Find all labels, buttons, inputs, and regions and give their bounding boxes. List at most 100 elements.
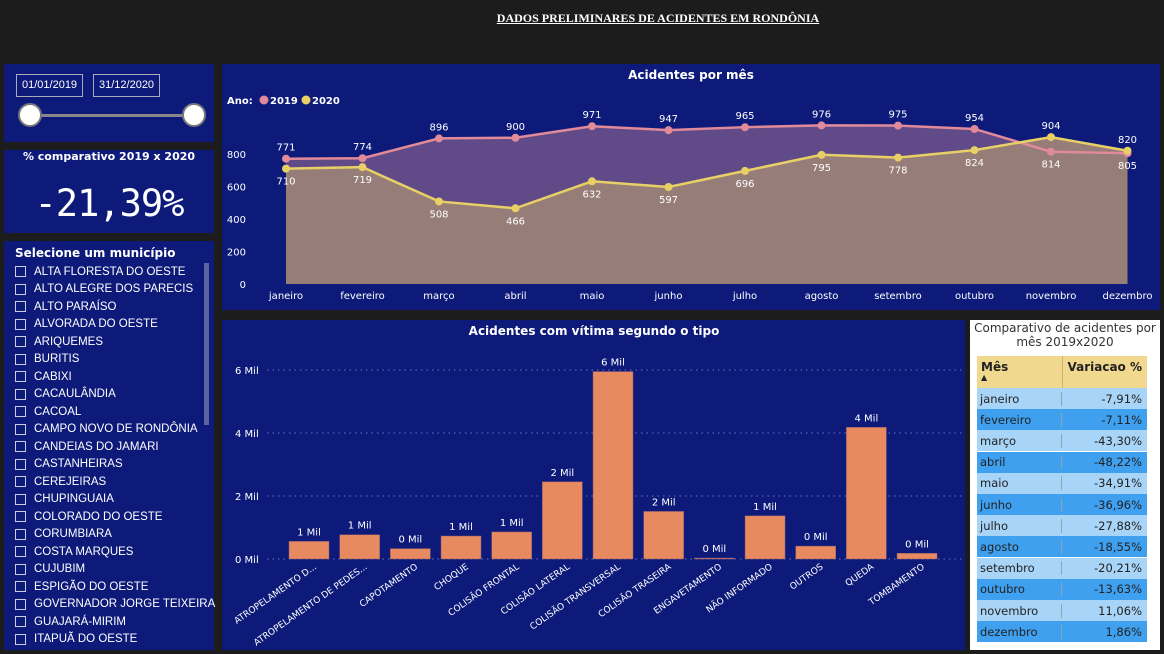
- data-label-2019: 971: [582, 110, 601, 121]
- cell-month: agosto: [977, 539, 1062, 554]
- data-point-2019: [588, 122, 596, 131]
- data-point-2019: [664, 126, 673, 135]
- municipio-option[interactable]: CHUPINGUAIA: [15, 491, 114, 508]
- bar-label: 2 Mil: [652, 497, 676, 508]
- municipio-option[interactable]: GOVERNADOR JORGE TEIXEIRA: [15, 596, 215, 613]
- table-header: Mês ▲ Variacao %: [977, 356, 1147, 388]
- checkbox[interactable]: [15, 493, 26, 505]
- checkbox[interactable]: [15, 353, 26, 365]
- municipio-option[interactable]: ALTA FLORESTA DO OESTE: [15, 263, 185, 280]
- municipio-option[interactable]: CAMPO NOVO DE RONDÔNIA: [15, 421, 198, 438]
- municipio-label: CORUMBIARA: [34, 528, 112, 540]
- bar-label: 1 Mil: [348, 521, 372, 532]
- checkbox[interactable]: [15, 423, 26, 435]
- data-label-2020: 597: [659, 195, 678, 206]
- data-label-2020: 696: [735, 179, 754, 190]
- x-tick-label: COLISÃO TRANSVERSAL: [528, 561, 623, 632]
- data-point-2020: [664, 182, 673, 191]
- checkbox[interactable]: [15, 301, 26, 312]
- table-row: dezembro 1,86%: [977, 621, 1147, 643]
- municipio-option[interactable]: ALVORADA DO OESTE: [15, 316, 158, 333]
- municipio-option[interactable]: CASTANHEIRAS: [15, 456, 123, 473]
- cell-variation: -34,91%: [1094, 476, 1142, 491]
- slider-end-handle[interactable]: [182, 103, 206, 127]
- y-tick-label: 800: [227, 150, 246, 161]
- municipio-label: CUJUBIM: [34, 563, 86, 575]
- slider-start-handle[interactable]: [18, 103, 42, 127]
- x-tick-label: CHOQUE: [433, 562, 471, 593]
- end-date-input[interactable]: 31/12/2020: [93, 74, 161, 97]
- municipio-option[interactable]: CUJUBIM: [15, 561, 85, 578]
- table-row: maio -34,91%: [977, 472, 1147, 494]
- bar: [744, 515, 786, 560]
- municipio-option[interactable]: CACOAL: [15, 403, 81, 420]
- start-date-input[interactable]: 01/01/2019: [16, 74, 84, 97]
- header-month[interactable]: Mês: [981, 360, 1009, 374]
- bar: [288, 541, 330, 560]
- data-point-2019: [817, 121, 826, 130]
- municipio-label: ARIQUEMES: [34, 335, 104, 348]
- checkbox[interactable]: [15, 511, 26, 522]
- cell-month: fevereiro: [977, 412, 1062, 427]
- checkbox[interactable]: [15, 581, 26, 592]
- data-point-2020: [358, 163, 367, 172]
- data-point-2020: [894, 153, 902, 162]
- municipio-label: ALTO ALEGRE DOS PARECIS: [34, 283, 194, 295]
- municipio-option[interactable]: COSTA MARQUES: [15, 543, 133, 560]
- municipio-option[interactable]: CACAULÂNDIA: [15, 386, 116, 403]
- municipio-option[interactable]: CABIXI: [15, 368, 72, 385]
- checkbox[interactable]: [15, 458, 26, 470]
- municipio-option[interactable]: ESPIGÃO DO OESTE: [15, 578, 148, 595]
- y-tick-label: 600: [227, 183, 246, 194]
- municipio-option[interactable]: ALTO PARAÍSO: [15, 298, 116, 315]
- checkbox[interactable]: [15, 546, 26, 557]
- legend-label-2019: 2019: [270, 96, 298, 107]
- data-label-2020: 795: [812, 163, 831, 174]
- data-label-2020: 778: [888, 166, 907, 177]
- checkbox[interactable]: [15, 441, 26, 452]
- x-tick-label: maio: [580, 291, 605, 302]
- scrollbar[interactable]: [204, 263, 209, 425]
- checkbox[interactable]: [15, 598, 26, 610]
- data-point-2020: [282, 164, 290, 173]
- checkbox[interactable]: [15, 283, 26, 295]
- checkbox[interactable]: [15, 406, 26, 417]
- cell-variation: -20,21%: [1094, 561, 1142, 576]
- data-label-2019: 975: [888, 110, 907, 121]
- checkbox[interactable]: [15, 616, 26, 627]
- data-label-2019: 814: [1041, 160, 1060, 171]
- municipio-label: CACOAL: [34, 405, 82, 418]
- municipio-option[interactable]: ITAPUÃ DO OESTE: [15, 631, 137, 648]
- municipio-label: ALVORADA DO OESTE: [34, 318, 158, 330]
- checkbox[interactable]: [15, 633, 26, 645]
- municipio-option[interactable]: CEREJEIRAS: [15, 473, 106, 490]
- data-label-2020: 632: [582, 189, 601, 200]
- checkbox[interactable]: [15, 318, 26, 330]
- checkbox[interactable]: [15, 371, 26, 382]
- checkbox[interactable]: [15, 266, 26, 277]
- slider-track[interactable]: [32, 114, 198, 117]
- cell-variation: 11,06%: [1098, 603, 1142, 618]
- municipio-option[interactable]: ALTO ALEGRE DOS PARECIS: [15, 281, 193, 298]
- municipio-option[interactable]: CANDEIAS DO JAMARI: [15, 438, 159, 455]
- checkbox[interactable]: [15, 476, 26, 487]
- checkbox[interactable]: [15, 336, 26, 347]
- checkbox[interactable]: [15, 388, 26, 400]
- bar: [795, 545, 836, 560]
- table-row: janeiro -7,91%: [977, 388, 1147, 409]
- header-variation[interactable]: Variacao %: [1067, 360, 1142, 374]
- municipio-option[interactable]: COLORADO DO OESTE: [15, 508, 162, 525]
- sort-asc-icon[interactable]: ▲: [981, 373, 988, 382]
- data-point-2020: [817, 150, 826, 159]
- checkbox[interactable]: [15, 563, 26, 575]
- municipio-label: CANDEIAS DO JAMARI: [34, 440, 159, 453]
- bar-label: 1 Mil: [449, 522, 473, 533]
- x-tick-label: TOMBAMENTO: [867, 562, 927, 608]
- municipio-option[interactable]: BURITIS: [15, 351, 79, 368]
- cell-month: novembro: [977, 603, 1062, 618]
- municipio-option[interactable]: CORUMBIARA: [15, 526, 112, 543]
- municipio-option[interactable]: ARIQUEMES: [15, 333, 103, 350]
- municipio-option[interactable]: GUAJARÁ-MIRIM: [15, 613, 126, 630]
- checkbox[interactable]: [15, 528, 26, 540]
- municipio-label: COLORADO DO OESTE: [34, 510, 163, 523]
